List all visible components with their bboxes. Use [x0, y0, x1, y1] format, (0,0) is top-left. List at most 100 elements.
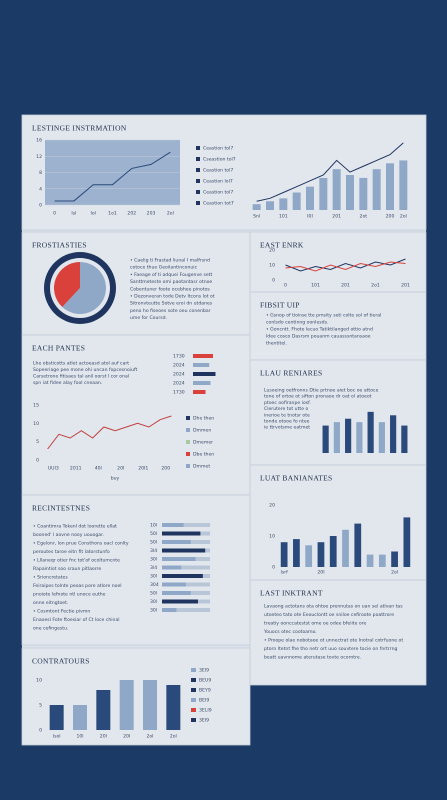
x-tick-label: Iol: [90, 211, 95, 217]
x-tick-label: 20I: [123, 734, 130, 740]
y-tick-label: 12: [36, 154, 42, 160]
bar-label: 30l: [150, 557, 157, 563]
bar: [378, 422, 385, 453]
bar-label: 2024: [173, 363, 185, 369]
text-line: spn iat fidee alay fool cneaan.: [33, 380, 102, 386]
bar: [279, 198, 288, 210]
legend-label: Dmmen: [193, 428, 211, 434]
bar: [401, 425, 408, 453]
legend-label: 3EI9: [199, 668, 209, 674]
bar: [193, 381, 211, 385]
text-line: peno ho fiseoes sote oeu conenbar: [130, 308, 211, 314]
panel-title: LUAT BANIANATES: [260, 474, 333, 483]
bar-label: 3l4: [150, 565, 157, 571]
y-tick-label: 20: [269, 248, 275, 254]
text-line: • Coantimra Tokenl dot loorette ellat: [33, 524, 117, 530]
x-tick-label: 201: [401, 283, 410, 289]
x-tick-label: 20l: [100, 734, 107, 740]
line: [54, 151, 171, 202]
x-tick-label: 101: [279, 214, 288, 220]
x-tick-label: 101: [311, 283, 320, 289]
bar: [319, 177, 328, 210]
text-line: beatt uavnnome aterutase tovte ocorntre.: [264, 655, 361, 661]
legend-label: Ceastion lol7: [203, 179, 233, 185]
text-line: Lhe obsticotts atlet actoeasd atol auf c…: [33, 361, 129, 367]
bar: [193, 372, 216, 376]
bar-label: 50l: [150, 591, 157, 597]
text-line: onne eitngtoet.: [33, 600, 68, 606]
y-tick-label: 0: [36, 458, 39, 464]
y-tick-label: 4: [39, 186, 42, 192]
text-line: • Cosmtont Fectie pivmn: [33, 609, 90, 615]
panel-title: EAST ENRK: [260, 241, 304, 250]
x-tick-label: Isol: [53, 734, 61, 740]
x-tick-label: 0: [53, 211, 56, 217]
bar: [49, 705, 64, 730]
x-tick-label: 40l: [95, 466, 102, 472]
bar: [292, 192, 301, 210]
y-tick-label: 5: [39, 703, 42, 709]
x-tick-label: 2ot: [360, 214, 368, 220]
legend-label: BEY9: [199, 688, 211, 694]
bar: [354, 523, 362, 567]
y-tick-label: 15: [33, 403, 39, 409]
bar-label: 1730: [173, 390, 185, 396]
text-line: conlsdo centinng oonlesds.: [266, 320, 328, 326]
x-tick-label: 2oI: [146, 734, 153, 740]
bar-label: 304: [150, 582, 159, 588]
bar-label: 2024: [173, 381, 185, 387]
text-line: treatiy oonccatestst ome oe odee bfeiite…: [264, 621, 366, 627]
line: [285, 261, 406, 272]
x-tick-label: 201: [332, 214, 341, 220]
panel: [249, 579, 427, 686]
x-tick-label: 1o1: [108, 211, 117, 217]
legend-label: Dbe then: [193, 452, 214, 458]
text-line: Clerutere tot utte o: [264, 406, 308, 412]
text-line: Carsetrone fitisaes tal anil oorst l cor…: [33, 374, 129, 380]
bar: [345, 418, 352, 453]
x-tick-label: Snl: [253, 214, 260, 220]
legend-swatch: [196, 168, 200, 172]
bar: [162, 557, 196, 561]
text-line: ptoec oofiranpe iosf.: [264, 400, 311, 406]
text-line: Lusoeing oetfronns Dtie prtnoe aiet boc …: [264, 388, 379, 394]
text-line: • Gsnop of tioirae tte pmsity seti colte…: [266, 313, 381, 319]
panel-title: CONTRATOURS: [32, 657, 90, 666]
bar: [73, 705, 87, 730]
x-tick-label: 201: [341, 283, 350, 289]
legend-label: BEU9: [199, 678, 211, 684]
legend-swatch: [186, 416, 190, 420]
legend-label: BEI9: [199, 698, 209, 704]
bar: [162, 591, 191, 595]
text-line: cotoce thue Geoilantinconuic: [130, 265, 198, 271]
bar-label: 30l: [150, 608, 157, 614]
legend-swatch: [191, 718, 196, 722]
bar: [305, 545, 313, 567]
x-tick-label: Isl: [71, 211, 76, 217]
bar: [166, 685, 181, 730]
text-line: Cobentuner foote ocebhee pinotos: [130, 286, 210, 292]
bar-track: [162, 523, 210, 527]
bar-label: 50l: [150, 531, 157, 537]
bar: [162, 608, 177, 612]
text-line: tone of ortoe ot sifton pronaoe dr oat o…: [264, 394, 372, 400]
x-tick-label: 203: [147, 211, 156, 217]
text-line: Santtmeteste omi paotantasr otnoe: [130, 279, 212, 285]
panel-title: EACH PANTES: [32, 344, 85, 353]
bar: [252, 204, 261, 210]
y-tick-label: 10: [269, 534, 275, 540]
text-line: thentitel.: [266, 341, 287, 347]
text-line: • Egelonr, lon prue Consthons oacl conlt…: [33, 541, 129, 547]
legend-swatch: [196, 157, 200, 161]
legend-label: Dhe then: [193, 416, 214, 422]
x-tick-label: Isrf: [281, 570, 289, 576]
bar: [399, 160, 408, 210]
text-line: Rapaintiot soo sraun pitlaorre: [33, 566, 101, 572]
bar-track: [162, 608, 210, 612]
legend-swatch: [186, 440, 190, 444]
legend-label: 3EI9: [199, 718, 209, 724]
legend-swatch: [191, 688, 196, 692]
pie-slice: [54, 262, 80, 307]
legend-label: Dmemer: [193, 440, 213, 446]
